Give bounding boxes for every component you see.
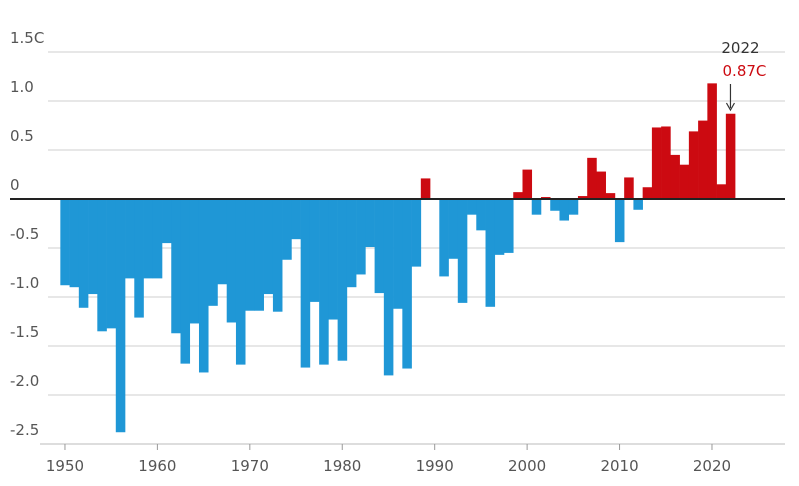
bar: [208, 199, 218, 306]
y-tick-label: -2.0: [10, 372, 39, 390]
bar: [365, 199, 375, 248]
bar: [420, 178, 431, 199]
y-tick-label: -0.5: [10, 225, 39, 243]
annotation-arrowhead: [725, 102, 735, 112]
bar: [60, 199, 70, 286]
bar: [587, 157, 597, 199]
bar: [254, 199, 264, 311]
bar: [143, 199, 154, 279]
bar: [504, 199, 514, 253]
y-tick-label: 1.0: [10, 78, 34, 96]
bar: [411, 199, 422, 267]
bar: [651, 127, 662, 199]
bar: [69, 199, 80, 288]
bar: [282, 199, 292, 260]
bar: [300, 199, 311, 368]
bar: [725, 113, 736, 199]
bar: [513, 192, 523, 199]
bar: [467, 199, 477, 215]
bar: [245, 199, 255, 311]
bar: [707, 83, 717, 199]
bar: [383, 199, 394, 376]
bar: [106, 199, 117, 329]
bar: [531, 199, 542, 215]
bar: [457, 199, 468, 303]
bar: [263, 199, 274, 295]
bar: [559, 199, 570, 221]
x-tick-label: 1980: [323, 457, 361, 475]
bar: [162, 199, 172, 244]
bar: [198, 199, 209, 373]
bar: [328, 199, 338, 320]
y-tick-label: 1.5C: [10, 29, 44, 47]
bar: [97, 199, 107, 332]
bar: [337, 199, 348, 361]
bar: [125, 199, 135, 279]
bar: [568, 199, 579, 215]
bar: [476, 199, 486, 231]
bar: [485, 199, 496, 307]
bar: [374, 199, 385, 294]
y-tick-label: -1.0: [10, 274, 39, 292]
bar: [688, 131, 699, 199]
bar: [152, 199, 163, 279]
bar: [272, 199, 283, 312]
bar: [670, 154, 680, 199]
value-label: 0.87C: [723, 62, 767, 80]
bar: [624, 177, 634, 199]
x-tick-label: 1960: [138, 457, 176, 475]
annotation-year: 2022: [721, 39, 759, 57]
y-tick-label: 0: [10, 176, 20, 194]
bar: [217, 199, 228, 285]
x-tick-label: 2020: [693, 457, 731, 475]
bar: [679, 164, 690, 199]
bar: [522, 169, 533, 199]
bar: [189, 199, 200, 324]
bar: [88, 199, 98, 295]
bar: [171, 199, 181, 334]
bar: [550, 199, 560, 211]
bar: [115, 199, 126, 433]
bar: [605, 193, 616, 199]
bar: [134, 199, 144, 318]
bar: [698, 120, 708, 199]
bar: [494, 199, 505, 255]
y-tick-label: 0.5: [10, 127, 34, 145]
bar: [716, 184, 727, 199]
bar: [180, 199, 191, 364]
bar: [235, 199, 246, 365]
bar: [393, 199, 403, 309]
x-tick-label: 1990: [416, 457, 454, 475]
x-tick-label: 1950: [46, 457, 84, 475]
bar: [309, 199, 320, 302]
bar: [291, 199, 301, 240]
bar: [78, 199, 89, 308]
bar: [596, 171, 606, 199]
bar: [661, 126, 671, 199]
bar: [642, 187, 653, 199]
bar: [633, 199, 643, 210]
bar: [226, 199, 237, 323]
x-tick-label: 1970: [231, 457, 269, 475]
bar: [356, 199, 366, 275]
bar: [614, 199, 625, 243]
bar: [448, 199, 459, 259]
bar: [402, 199, 412, 369]
y-tick-label: -1.5: [10, 323, 39, 341]
x-tick-label: 2010: [600, 457, 638, 475]
bar: [346, 199, 357, 288]
y-tick-label: -2.5: [10, 421, 39, 439]
x-tick-label: 2000: [508, 457, 546, 475]
bar: [319, 199, 329, 365]
bar: [577, 196, 588, 199]
bar: [439, 199, 449, 277]
